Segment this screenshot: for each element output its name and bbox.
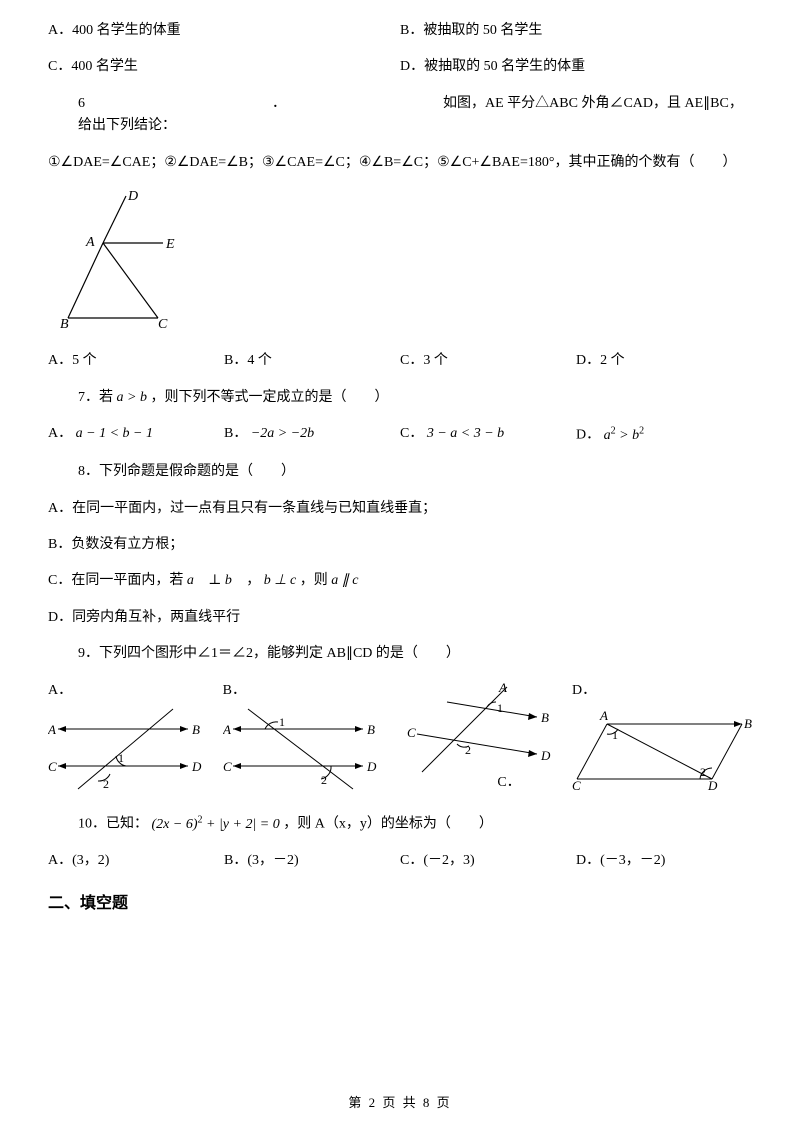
q6-stem-line1: 6 ． 如图，AE 平分△ABC 外角∠CAD，且 AE∥BC，给出下列结论： [48,93,752,138]
q8-optC-m2: b ⊥ c [264,573,296,588]
q9-cell-B: B． A B C D 1 2 [223,680,394,803]
q7-optC: C． 3 − a < 3 − b [400,423,576,447]
q9-labelD: D． [572,680,752,702]
q9-figures: A． A B C D 1 2 B． A [48,680,752,803]
q5-optC: C．400 名学生 [48,56,400,78]
q9-cell-C: A B C D 1 2 C． [397,680,568,803]
page-footer: 第 2 页 共 8 页 [0,1093,800,1114]
q7-optC-math: 3 − a < 3 − b [427,426,504,441]
q6-optC: C．3 个 [400,350,576,372]
q9-figC: A B C D 1 2 [397,682,557,782]
q9-cell-A: A． A B C D 1 2 [48,680,219,803]
q10-optD: D．(－3，－2) [576,850,752,872]
q9-labelB: B． [223,680,394,702]
q7-optD: D． a2 > b2 [576,423,752,447]
section-2-title: 二、填空题 [48,891,752,917]
svg-text:C: C [223,759,232,774]
q10-optB: B．(3，－2) [224,850,400,872]
svg-text:1: 1 [279,715,285,729]
q6-fig-E: E [165,237,175,252]
q7-optA-pre: A． [48,426,72,441]
svg-text:D: D [540,748,551,763]
q7-optC-pre: C． [400,426,423,441]
q5-optA: A．400 名学生的体重 [48,20,400,42]
svg-text:D: D [191,759,202,774]
q8-optB: B．负数没有立方根； [48,534,752,556]
q8-optC-mid2: ，则 [300,573,328,588]
q10-optC: C．(－2，3) [400,850,576,872]
q6-fig-D: D [127,189,138,204]
svg-text:C: C [572,778,581,793]
q6-text: 如图，AE 平分△ABC 外角∠CAD，且 AE∥BC，给出下列结论： [78,96,743,133]
q6-options: A．5 个 B．4 个 C．3 个 D．2 个 [48,350,752,372]
q10-expr: (2x − 6)2 + |y + 2| = 0 [152,817,280,832]
q7-optB: B． −2a > −2b [224,423,400,447]
svg-text:1: 1 [118,751,124,765]
q7-stem-post: ，则下列不等式一定成立的是（ ） [150,390,388,405]
svg-text:B: B [367,722,375,737]
svg-text:2: 2 [465,743,471,757]
q7-stem: 7．若 a > b ，则下列不等式一定成立的是（ ） [48,387,752,409]
q8-optC-m1: a⃗ ⊥ b⃗ [187,573,243,588]
q7-optD-math: a2 > b2 [604,428,644,443]
q7-optD-pre: D． [576,428,600,443]
q9-stem: 9．下列四个图形中∠1＝∠2，能够判定 AB∥CD 的是（ ） [48,643,752,665]
q6-optB: B．4 个 [224,350,400,372]
q10-optA: A．(3，2) [48,850,224,872]
svg-text:2: 2 [321,773,327,787]
q6-stem-line2: ①∠DAE=∠CAE；②∠DAE=∠B；③∠CAE=∠C；④∠B=∠C；⑤∠C+… [48,152,752,174]
q7-optB-pre: B． [224,426,247,441]
q7-options: A． a − 1 < b − 1 B． −2a > −2b C． 3 − a <… [48,423,752,447]
q9-cell-D: D． A B C D 1 2 [572,680,752,803]
q8-optD: D．同旁内角互补，两直线平行 [48,607,752,629]
q6-optD: D．2 个 [576,350,752,372]
q7-optB-math: −2a > −2b [251,426,314,441]
q6-dot: ． [272,96,286,111]
q5-options-row2: C．400 名学生 D．被抽取的 50 名学生的体重 [48,56,752,78]
q7-optA: A． a − 1 < b − 1 [48,423,224,447]
q6-optA: A．5 个 [48,350,224,372]
svg-text:D: D [707,778,718,793]
q8-optC-pre: C．在同一平面内，若 [48,573,183,588]
svg-text:B: B [541,710,549,725]
q7-cond: a > b [117,390,147,405]
svg-text:B: B [192,722,200,737]
q9-labelA: A． [48,680,219,702]
q5-optB: B．被抽取的 50 名学生 [400,20,752,42]
svg-text:A: A [48,722,56,737]
q6-number: 6 [78,96,85,111]
q8-optA: A．在同一平面内，过一点有且只有一条直线与已知直线垂直； [48,498,752,520]
svg-text:B: B [744,716,752,731]
q8-optC-m3: a ∥ c [331,573,358,588]
q9-figA: A B C D 1 2 [48,704,208,794]
q10-stem-pre: 10．已知： [78,817,148,832]
q8-optC: C．在同一平面内，若 a⃗ ⊥ b⃗ ， b ⊥ c ，则 a ∥ c [48,570,752,592]
q6-figure: D A E B C [58,188,752,336]
q7-stem-pre: 7．若 [78,390,113,405]
q6-fig-C: C [158,317,168,328]
q9-figD: A B C D 1 2 [572,704,752,794]
q5-options-row1: A．400 名学生的体重 B．被抽取的 50 名学生 [48,20,752,42]
svg-text:1: 1 [497,701,503,715]
svg-text:A: A [223,722,231,737]
q5-optD: D．被抽取的 50 名学生的体重 [400,56,752,78]
svg-text:A: A [599,708,608,723]
q9-figB: A B C D 1 2 [223,704,383,794]
q6-fig-B: B [60,317,69,328]
q10-options: A．(3，2) B．(3，－2) C．(－2，3) D．(－3，－2) [48,850,752,872]
svg-text:A: A [498,682,507,695]
svg-text:D: D [366,759,377,774]
q10-stem-post: ，则 A（x，y）的坐标为（ ） [283,817,493,832]
q7-optA-math: a − 1 < b − 1 [76,426,153,441]
q8-optC-mid: ， [246,573,260,588]
q8-stem: 8．下列命题是假命题的是（ ） [48,461,752,483]
svg-text:C: C [407,725,416,740]
q10-stem: 10．已知： (2x − 6)2 + |y + 2| = 0 ，则 A（x，y）… [48,812,752,836]
svg-text:C: C [48,759,57,774]
q6-fig-A: A [85,235,95,250]
